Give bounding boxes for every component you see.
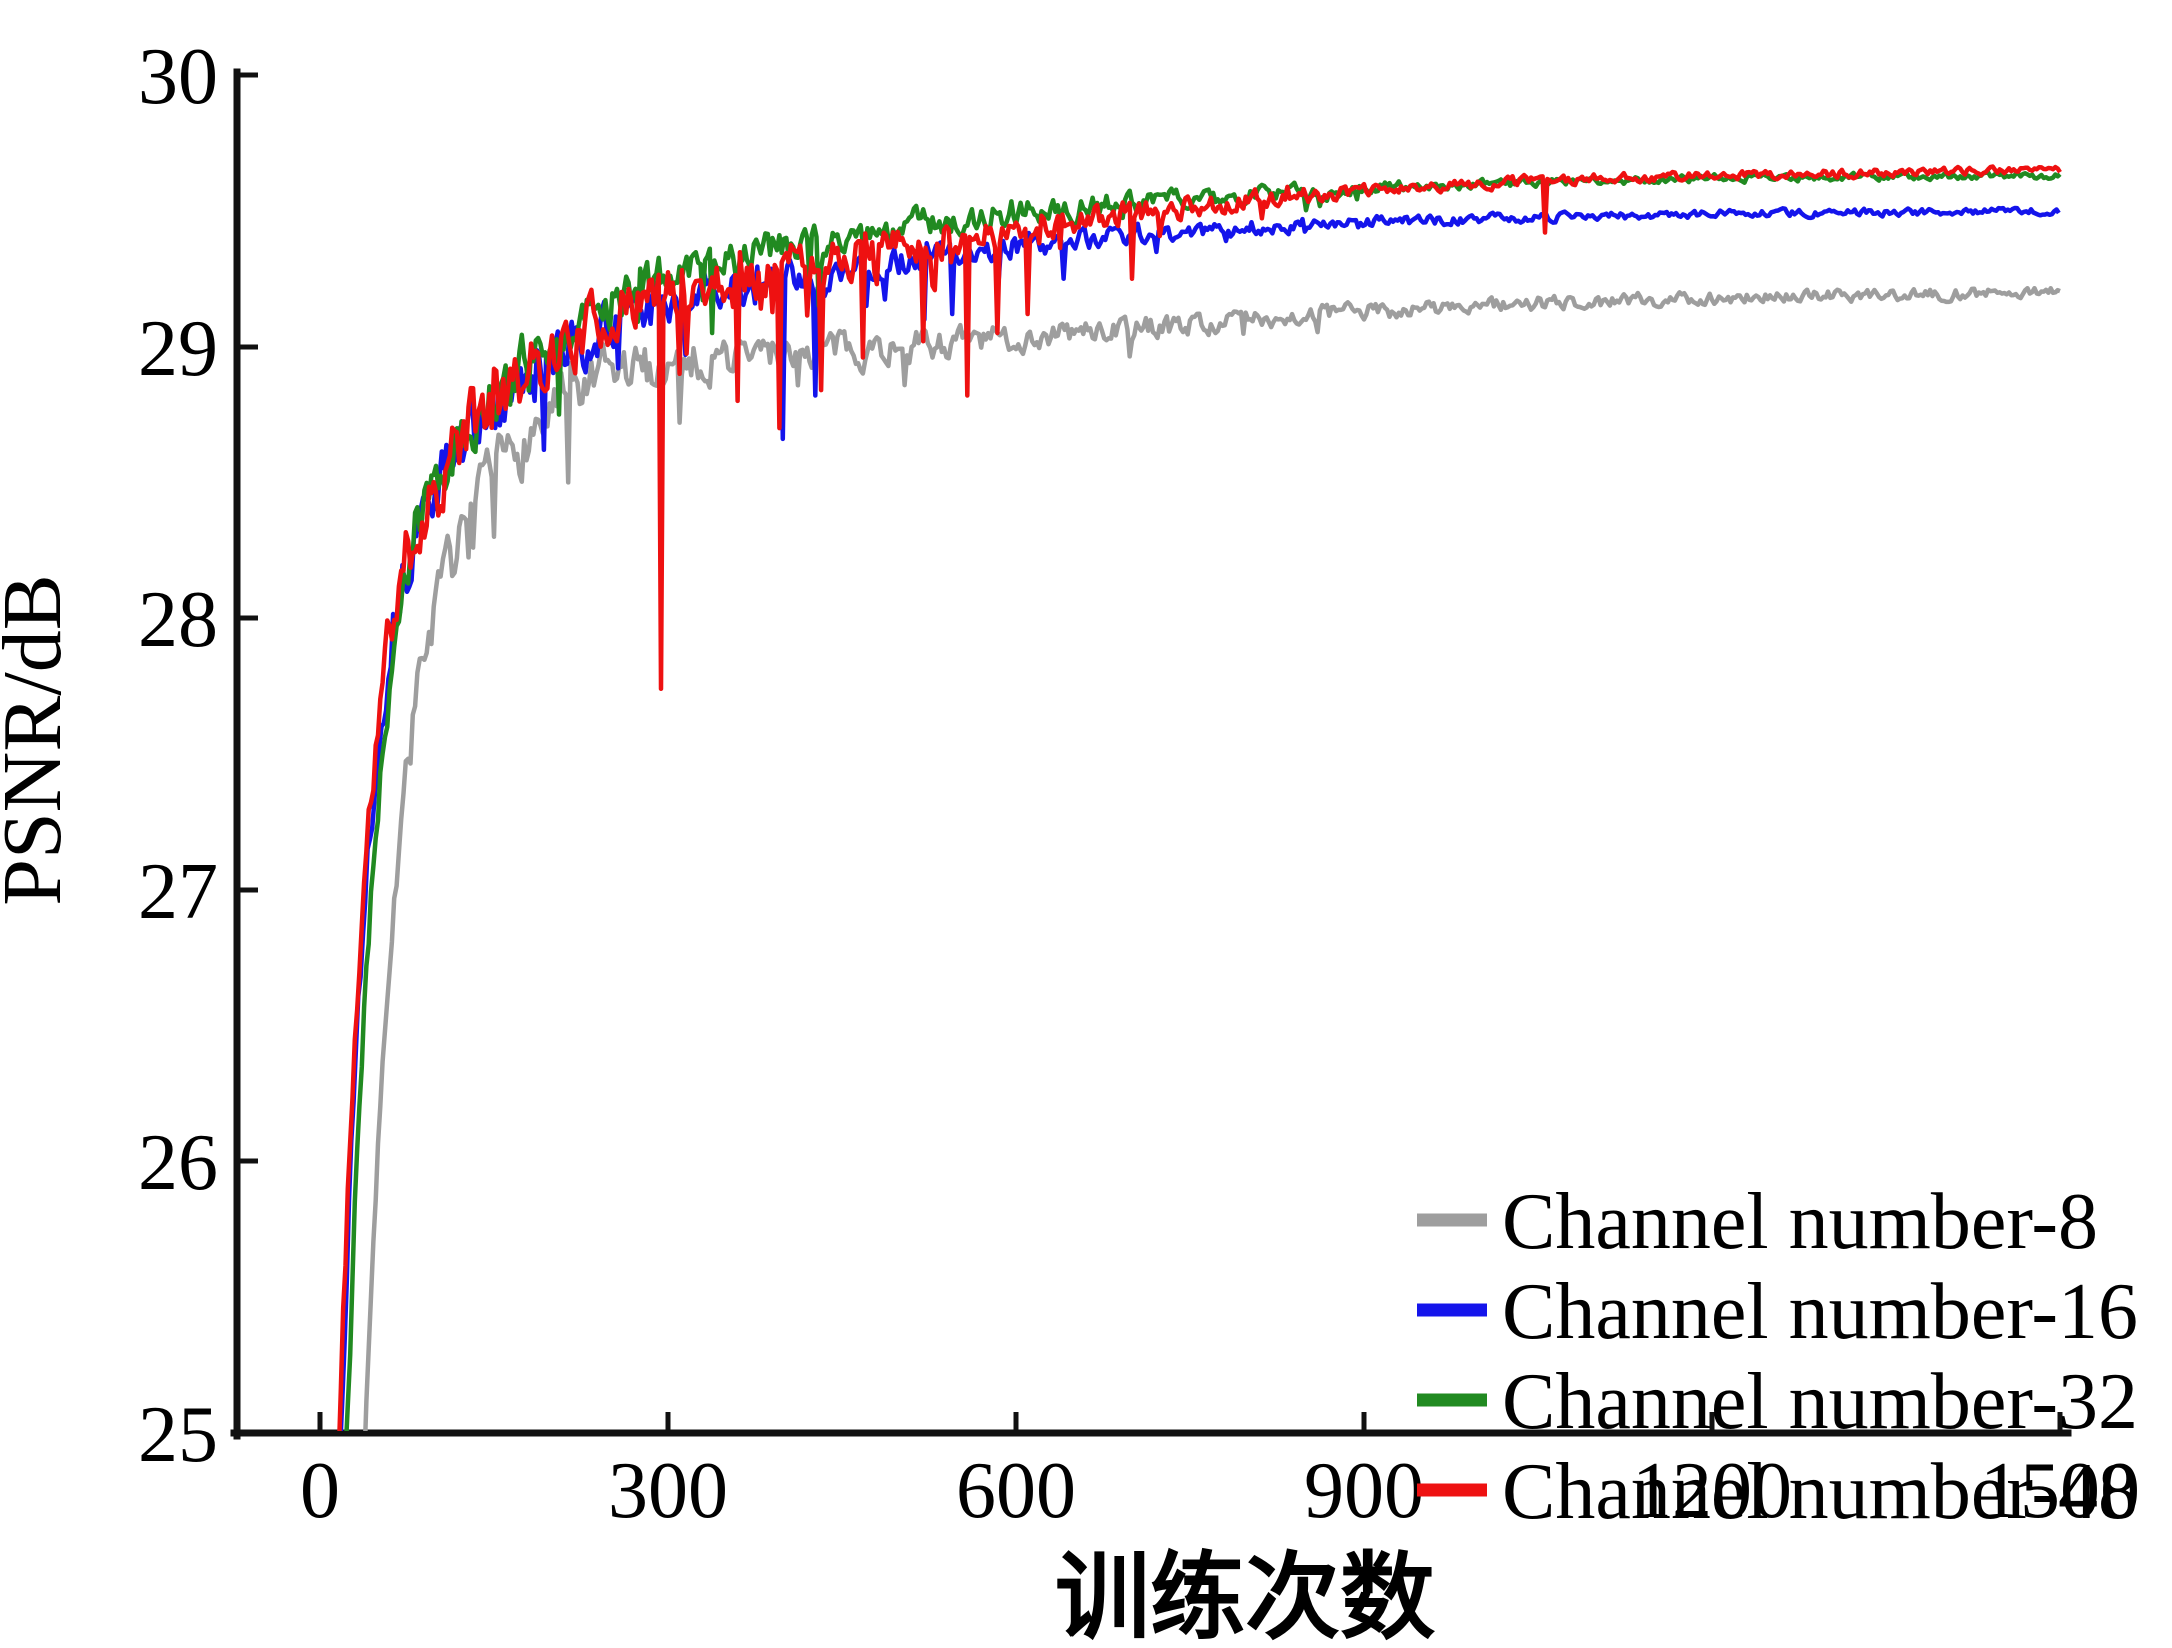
legend-label-channel-32: Channel number-32 <box>1502 1358 2138 1446</box>
y-tick-label: 28 <box>138 576 218 664</box>
series-line-channel-48 <box>337 164 2062 1431</box>
legend-label-channel-48: Channel number-48 <box>1502 1448 2138 1536</box>
series-group <box>337 164 2062 1431</box>
x-axis-tick-labels: 0 300 600 900 1200 1500 <box>300 1447 2140 1535</box>
y-axis-title: PSNR/dB <box>0 574 79 906</box>
y-axis-ticks <box>237 72 258 1436</box>
y-tick-label: 25 <box>138 1391 218 1479</box>
y-tick-label: 27 <box>138 848 218 936</box>
x-axis-ticks <box>317 1412 2063 1433</box>
x-tick-label: 0 <box>300 1447 340 1535</box>
x-tick-label: 600 <box>956 1447 1076 1535</box>
legend: Channel number-8 Channel number-16 Chann… <box>1417 1178 2138 1536</box>
y-tick-label: 30 <box>138 33 218 121</box>
x-tick-label: 1200 <box>1632 1447 1792 1535</box>
x-axis-title: 训练次数 <box>1055 1545 1435 1648</box>
legend-label-channel-8: Channel number-8 <box>1502 1178 2098 1266</box>
legend-label-channel-16: Channel number-16 <box>1502 1268 2138 1356</box>
x-tick-label: 900 <box>1304 1447 1424 1535</box>
y-axis-tick-labels: 30 29 28 27 26 25 <box>138 33 218 1479</box>
y-tick-label: 29 <box>138 305 218 393</box>
y-tick-label: 26 <box>138 1119 218 1207</box>
series-line-channel-8 <box>363 285 2061 1431</box>
axes <box>230 68 2072 1440</box>
x-tick-label: 1500 <box>1980 1447 2140 1535</box>
x-tick-label: 300 <box>608 1447 728 1535</box>
